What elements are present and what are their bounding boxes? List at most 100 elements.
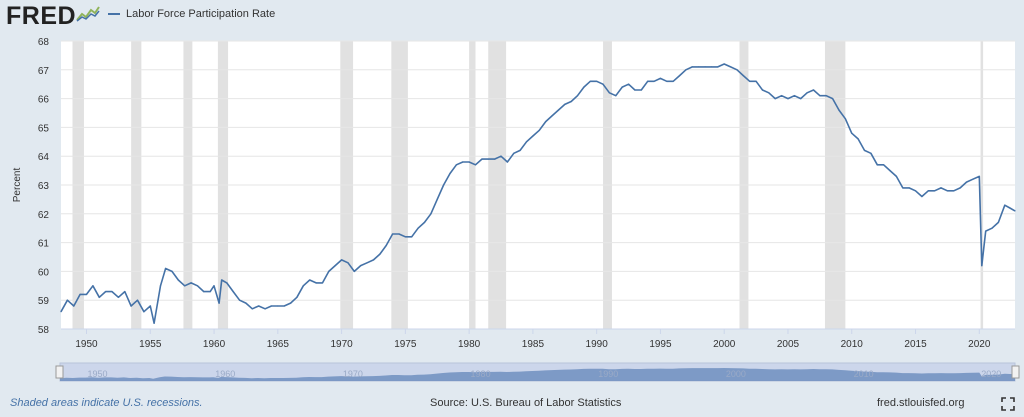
y-tick-label: 66 xyxy=(38,95,50,106)
navigator-handle-left[interactable] xyxy=(55,365,64,379)
data-point xyxy=(666,80,668,82)
navigator-tick-label: 1980 xyxy=(471,369,491,379)
data-point xyxy=(404,236,406,238)
legend-label: Labor Force Participation Rate xyxy=(126,8,276,20)
x-tick-label: 2015 xyxy=(904,339,927,350)
data-point xyxy=(895,175,898,177)
y-tick-label: 58 xyxy=(38,325,50,336)
data-point xyxy=(959,187,961,189)
data-point xyxy=(596,80,598,82)
navigator-tick-label: 1970 xyxy=(343,369,363,379)
data-point xyxy=(768,92,770,94)
data-point xyxy=(761,89,764,91)
fullscreen-icon[interactable] xyxy=(1001,397,1015,411)
x-tick-label: 1985 xyxy=(522,339,545,350)
navigator-tick-label: 1990 xyxy=(598,369,618,379)
data-point xyxy=(130,305,132,307)
data-point xyxy=(296,296,298,298)
data-point xyxy=(889,170,891,172)
data-point xyxy=(232,291,234,293)
navigator-tick-label: 2010 xyxy=(854,369,874,379)
data-point xyxy=(417,227,419,229)
data-point xyxy=(455,164,457,166)
data-point xyxy=(755,80,757,82)
data-point xyxy=(532,135,534,137)
chart-legend: Labor Force Participation Rate xyxy=(108,8,275,20)
data-point xyxy=(615,95,617,97)
data-point xyxy=(321,282,324,284)
data-point xyxy=(851,132,853,134)
data-point xyxy=(481,158,483,160)
data-point xyxy=(506,161,508,163)
data-point xyxy=(946,190,949,192)
data-point xyxy=(436,198,438,200)
data-point xyxy=(927,190,929,192)
data-point xyxy=(341,259,343,261)
navigator-tick-label: 2000 xyxy=(726,369,746,379)
data-point xyxy=(218,302,220,304)
data-point xyxy=(411,236,413,238)
navigator-series xyxy=(60,368,1015,381)
data-point xyxy=(1014,210,1016,212)
data-point xyxy=(564,103,566,105)
data-point xyxy=(730,66,732,68)
data-point xyxy=(190,282,192,284)
data-point xyxy=(934,190,936,192)
data-point xyxy=(519,149,521,151)
data-point xyxy=(136,299,139,301)
data-point xyxy=(443,184,445,186)
data-point xyxy=(258,305,260,307)
data-point xyxy=(171,270,173,272)
data-point xyxy=(213,285,215,287)
data-point xyxy=(449,172,451,175)
data-point xyxy=(353,270,355,272)
data-point xyxy=(653,80,655,82)
navigator-handle-right[interactable] xyxy=(1011,365,1020,379)
data-point xyxy=(513,152,515,154)
data-point xyxy=(203,291,205,293)
data-point xyxy=(379,253,381,255)
data-point xyxy=(844,118,847,120)
data-point xyxy=(679,75,681,77)
data-point xyxy=(672,80,674,82)
data-point xyxy=(264,308,266,310)
data-point xyxy=(392,233,394,235)
data-point xyxy=(570,100,572,103)
data-point xyxy=(940,187,942,189)
recession-note[interactable]: Shaded areas indicate U.S. recessions. xyxy=(10,397,203,409)
data-point xyxy=(723,63,725,65)
navigator-tick-label: 1960 xyxy=(215,369,235,379)
fred-logo[interactable]: FRED xyxy=(6,2,77,30)
data-point xyxy=(487,158,489,160)
y-tick-label: 60 xyxy=(38,267,50,278)
x-tick-label: 2010 xyxy=(841,339,864,350)
fred-url[interactable]: fred.stlouisfed.org xyxy=(877,397,965,409)
data-point xyxy=(184,285,186,287)
data-point xyxy=(691,66,693,68)
y-tick-label: 68 xyxy=(38,37,50,48)
data-point xyxy=(774,98,776,100)
data-point xyxy=(857,138,859,140)
navigator-tick-label: 2020 xyxy=(981,369,1001,379)
data-point xyxy=(98,296,100,298)
data-point xyxy=(717,66,719,68)
data-point xyxy=(423,221,426,223)
data-point xyxy=(366,262,368,264)
x-tick-label: 2000 xyxy=(713,339,736,350)
data-point xyxy=(793,95,796,97)
data-point xyxy=(474,164,477,166)
data-point xyxy=(908,187,910,189)
x-tick-label: 1955 xyxy=(139,339,162,350)
data-point xyxy=(92,285,94,287)
data-point xyxy=(953,190,955,192)
navigator-tick-label: 1950 xyxy=(88,369,108,379)
data-point xyxy=(398,233,400,235)
data-point xyxy=(602,83,604,85)
data-point xyxy=(468,161,470,163)
y-tick-label: 63 xyxy=(38,181,50,192)
data-point xyxy=(819,95,821,97)
data-point xyxy=(385,244,387,247)
chart: 58 59 60 61 62 63 64 65 66 67 68 1950 1955 1960 1965 19… xyxy=(12,37,1020,382)
x-tick-label: 1980 xyxy=(458,339,481,350)
data-point xyxy=(628,83,630,85)
